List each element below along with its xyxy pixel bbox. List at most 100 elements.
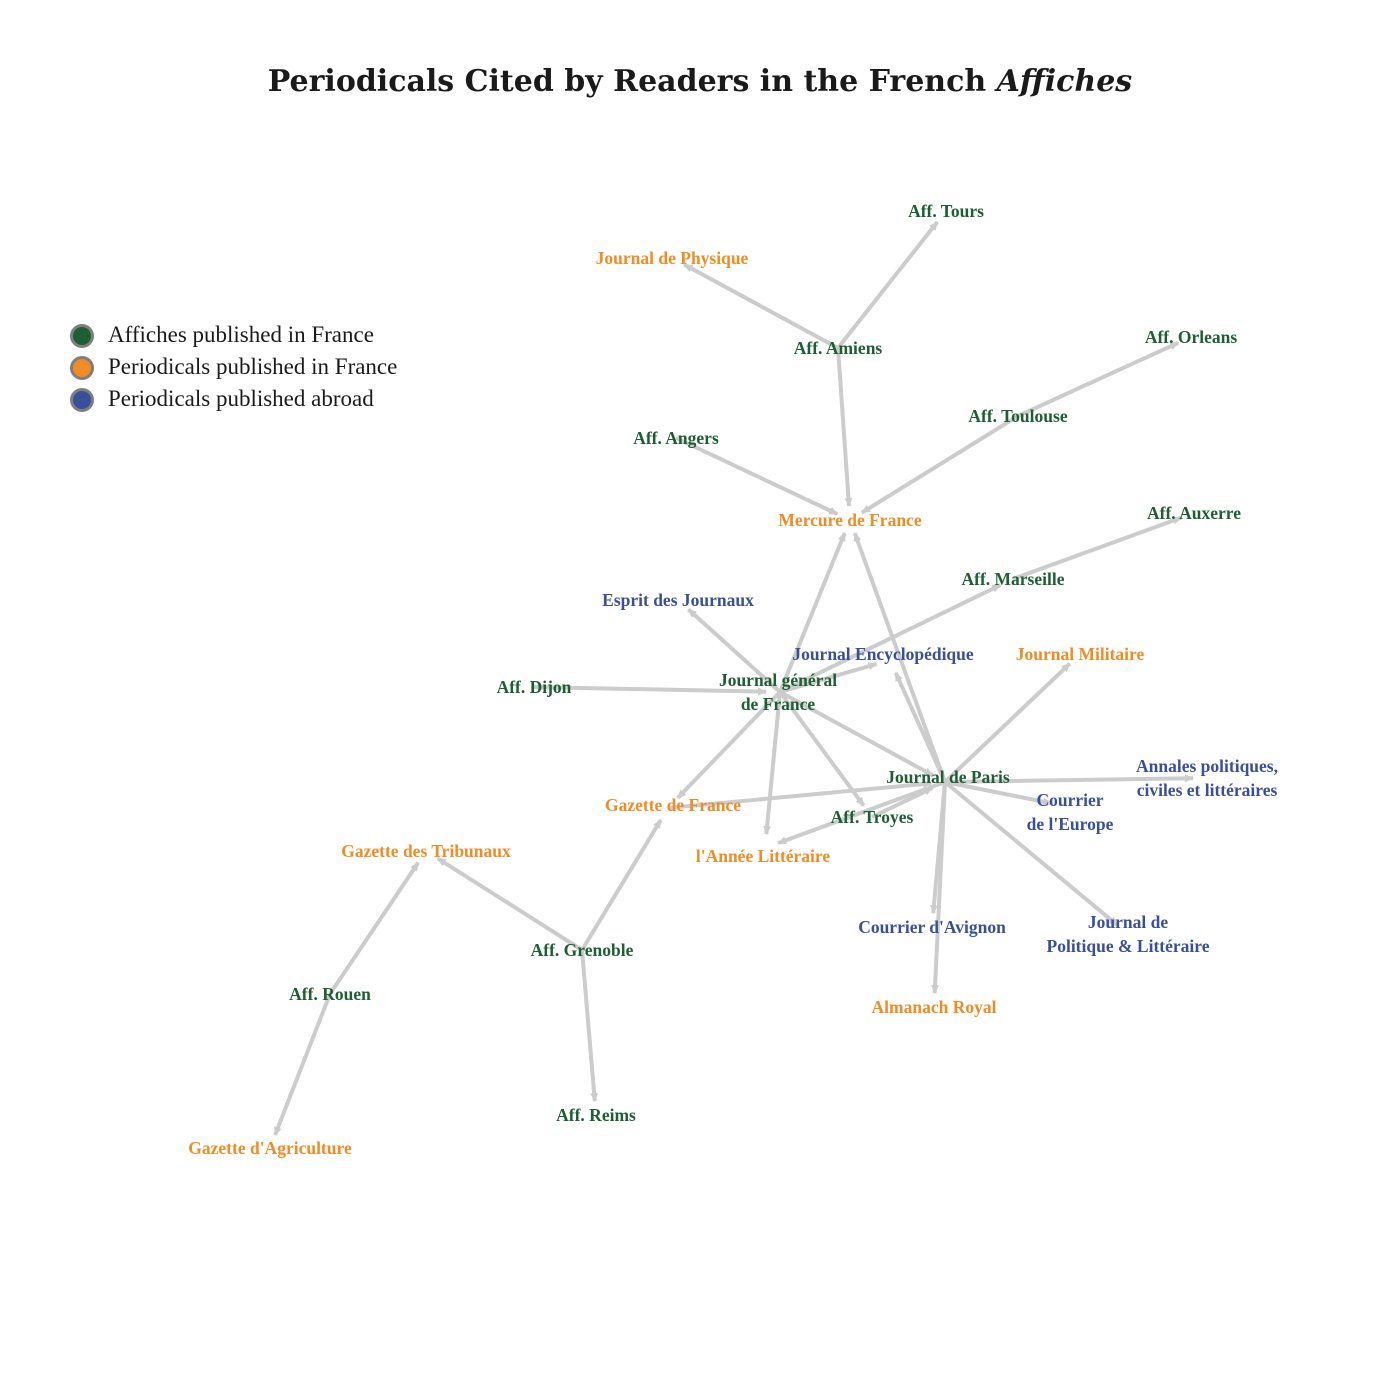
edge-grenoble-to-reims <box>580 949 599 1103</box>
node-label-line: Aff. Amiens <box>794 338 883 358</box>
node-label-line: Annales politiques, <box>1136 756 1278 776</box>
node-courrier_europe: Courrier de l'Europe <box>1027 790 1114 834</box>
node-label-line: Gazette d'Agriculture <box>188 1138 352 1158</box>
node-avignon: Courrier d'Avignon <box>858 917 1006 937</box>
edge-jgf-to-annee <box>763 691 782 836</box>
node-label-line: civiles et littéraires <box>1137 780 1278 800</box>
edge-paris-to-encyclo <box>893 671 947 783</box>
node-label-line: Gazette des Tribunaux <box>341 841 511 861</box>
title-italic: Affiches <box>996 64 1133 99</box>
edges-layer <box>273 220 1195 1136</box>
edge-jgf-to-gazette <box>676 690 782 800</box>
edge-jgf-to-marseille <box>779 583 1002 694</box>
edge-toulouse-to-mercure <box>860 414 1020 515</box>
node-toulouse: Aff. Toulouse <box>968 406 1067 426</box>
title-main: Periodicals Cited by Readers in the Fren… <box>267 64 997 99</box>
edge-paris-to-almanach <box>931 781 947 995</box>
node-jgf: Journal général de France <box>719 670 837 714</box>
edge-rouen-to-agriculture <box>273 993 332 1136</box>
node-troyes: Aff. Troyes <box>831 807 914 827</box>
node-tours: Aff. Tours <box>908 201 984 221</box>
node-rouen: Aff. Rouen <box>289 984 371 1004</box>
node-label-line: Courrier d'Avignon <box>858 917 1006 937</box>
node-gazette: Gazette de France <box>605 795 741 815</box>
node-label-line: Aff. Troyes <box>831 807 914 827</box>
legend-dot-blue <box>70 388 94 412</box>
node-annee: l'Année Littéraire <box>696 846 831 866</box>
node-label-line: Courrier <box>1036 790 1103 810</box>
node-label-line: de France <box>741 694 816 714</box>
node-label-line: Aff. Reims <box>556 1105 636 1125</box>
node-auxerre: Aff. Auxerre <box>1147 503 1241 523</box>
nodes-layer: Aff. Tours Journal de Physique Aff. Amiens… <box>188 201 1278 1158</box>
node-label-line: Journal de <box>1088 912 1168 932</box>
node-label-line: Politique & Littéraire <box>1047 936 1210 956</box>
node-dijon: Aff. Dijon <box>497 677 572 697</box>
node-esprit: Esprit des Journaux <box>602 590 754 610</box>
node-label-line: Aff. Dijon <box>497 677 572 697</box>
edge-gazette-to-paris <box>667 780 933 810</box>
node-label-line: Aff. Grenoble <box>531 940 634 960</box>
edge-paris-to-mercure <box>852 532 947 783</box>
edge-amiens-to-physique <box>683 262 839 350</box>
edge-jgf-to-paris <box>779 690 934 778</box>
legend-label: Periodicals published in France <box>108 354 398 379</box>
node-label-line: Aff. Rouen <box>289 984 371 1004</box>
edge-angers-to-mercure <box>675 436 839 516</box>
edge-jgf-to-mercure <box>778 532 847 693</box>
node-label-line: l'Année Littéraire <box>696 846 831 866</box>
edge-troyes-to-paris <box>871 786 934 819</box>
node-encyclo: Journal Encyclopédique <box>792 644 974 664</box>
legend-label: Affiches published in France <box>108 322 374 347</box>
legend-dot-orange <box>70 356 94 380</box>
edge-paris-to-politique <box>943 780 1119 927</box>
node-agriculture: Gazette d'Agriculture <box>188 1138 352 1158</box>
edge-jgf-to-troyes <box>778 690 866 807</box>
node-label-line: Esprit des Journaux <box>602 590 754 610</box>
legend-label: Periodicals published abroad <box>108 386 374 411</box>
edge-amiens-to-tours <box>836 220 939 350</box>
node-label-line: Aff. Marseille <box>961 569 1064 589</box>
edge-paris-to-annales <box>944 774 1195 784</box>
edge-jgf-to-encyclo <box>779 661 878 694</box>
node-angers: Aff. Angers <box>633 428 719 448</box>
node-almanach: Almanach Royal <box>872 997 997 1017</box>
node-label-line: Journal de Physique <box>596 248 749 268</box>
node-orleans: Aff. Orleans <box>1145 327 1238 347</box>
edge-dijon-to-jgf <box>533 685 768 696</box>
node-label-line: Aff. Orleans <box>1145 327 1238 347</box>
edge-grenoble-to-gazette <box>580 818 663 952</box>
node-amiens: Aff. Amiens <box>794 338 883 358</box>
node-label-line: Aff. Toulouse <box>968 406 1067 426</box>
node-label-line: Mercure de France <box>778 510 921 530</box>
node-physique: Journal de Physique <box>596 248 749 268</box>
edge-marseille-to-auxerre <box>1012 515 1182 581</box>
edge-paris-to-annee <box>777 780 946 846</box>
diagram-title: Periodicals Cited by Readers in the Fren… <box>0 64 1400 99</box>
node-label-line: Journal général <box>719 670 837 690</box>
edge-paris-to-militaire <box>943 662 1072 784</box>
node-annales: Annales politiques, civiles et littéraire… <box>1136 756 1278 800</box>
node-label-line: Aff. Auxerre <box>1147 503 1241 523</box>
node-label-line: de l'Europe <box>1027 814 1114 834</box>
node-politique: Journal de Politique & Littéraire <box>1047 912 1210 956</box>
edge-jgf-to-esprit <box>687 607 782 694</box>
edge-paris-to-courrier_europe <box>944 780 1053 806</box>
node-militaire: Journal Militaire <box>1016 644 1145 664</box>
node-grenoble: Aff. Grenoble <box>531 940 634 960</box>
node-mercure: Mercure de France <box>778 510 921 530</box>
node-paris: Journal de Paris <box>886 767 1010 787</box>
node-label-line: Aff. Angers <box>633 428 719 448</box>
node-label-line: Aff. Tours <box>908 201 984 221</box>
node-tribunaux: Gazette des Tribunaux <box>341 841 511 861</box>
edge-toulouse-to-orleans <box>1017 340 1180 418</box>
edge-amiens-to-mercure <box>836 347 853 508</box>
node-marseille: Aff. Marseille <box>961 569 1064 589</box>
node-label-line: Almanach Royal <box>872 997 997 1017</box>
node-label-line: Journal Encyclopédique <box>792 644 974 664</box>
node-reims: Aff. Reims <box>556 1105 636 1125</box>
node-label-line: Gazette de France <box>605 795 741 815</box>
node-label-line: Journal de Paris <box>886 767 1010 787</box>
node-label-line: Journal Militaire <box>1016 644 1145 664</box>
